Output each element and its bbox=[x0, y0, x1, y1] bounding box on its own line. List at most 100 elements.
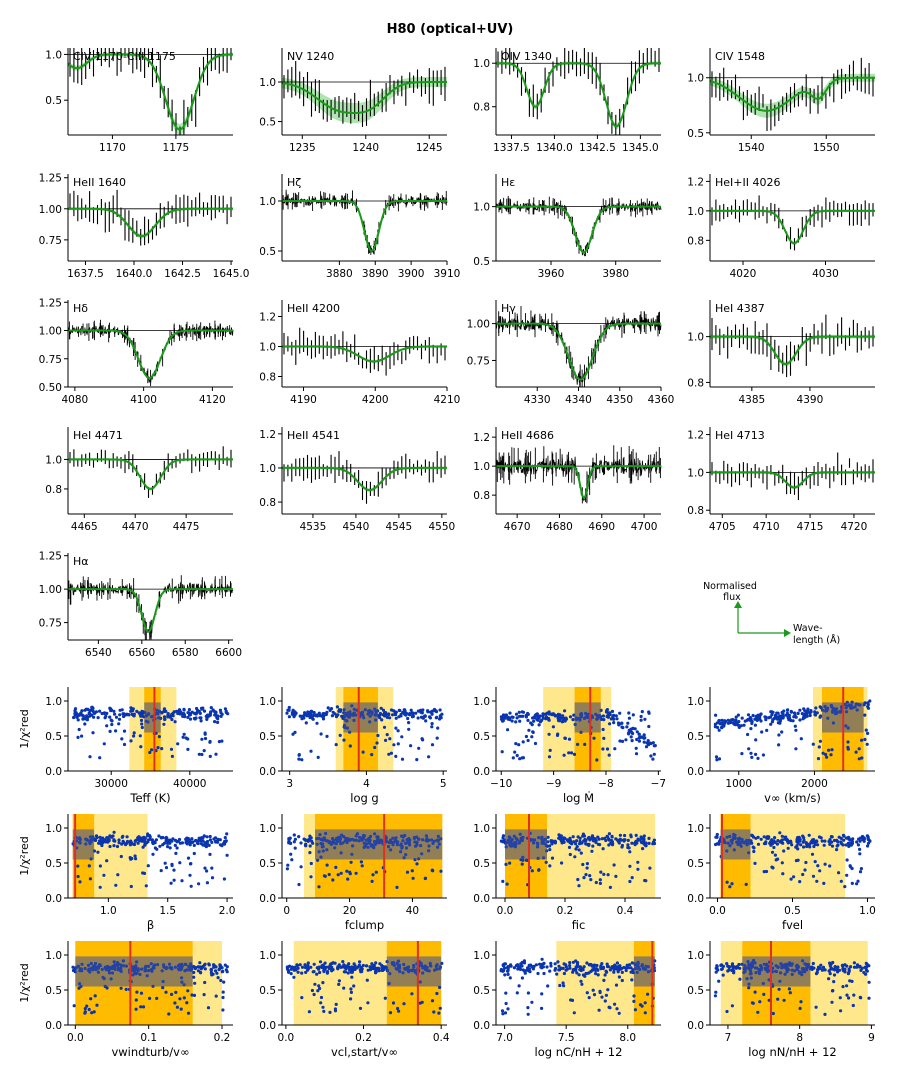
model-evaluation-point bbox=[151, 840, 155, 845]
y-tick-label: 1.25 bbox=[39, 551, 62, 563]
model-evaluation-point bbox=[808, 713, 812, 718]
model-evaluation-point bbox=[396, 729, 400, 733]
model-evaluation-point bbox=[407, 721, 411, 725]
model-evaluation-point bbox=[415, 862, 419, 866]
model-evaluation-point bbox=[214, 839, 218, 843]
model-evaluation-point bbox=[740, 752, 744, 756]
model-evaluation-point bbox=[134, 857, 138, 861]
model-evaluation-point bbox=[98, 756, 102, 760]
model-evaluation-point bbox=[148, 750, 152, 755]
model-evaluation-point bbox=[567, 737, 572, 741]
model-evaluation-point bbox=[738, 966, 742, 970]
model-evaluation-point bbox=[318, 960, 323, 964]
model-evaluation-point bbox=[107, 838, 111, 842]
model-evaluation-point bbox=[517, 743, 521, 747]
model-evaluation-point bbox=[575, 971, 579, 975]
parameter-axis-label: fclump bbox=[345, 918, 384, 932]
model-evaluation-point bbox=[716, 725, 720, 730]
model-evaluation-point bbox=[579, 967, 583, 972]
model-evaluation-point bbox=[187, 840, 191, 844]
model-evaluation-point bbox=[550, 856, 555, 860]
model-evaluation-point bbox=[564, 968, 568, 972]
model-evaluation-point bbox=[603, 999, 607, 1003]
model-evaluation-point bbox=[548, 848, 552, 852]
model-evaluation-point bbox=[576, 964, 580, 969]
model-line bbox=[709, 76, 875, 112]
y-tick-label: 1.0 bbox=[45, 696, 62, 708]
model-evaluation-point bbox=[714, 835, 718, 839]
model-evaluation-point bbox=[776, 839, 780, 843]
model-evaluation-point bbox=[179, 1007, 183, 1011]
model-evaluation-point bbox=[170, 839, 174, 843]
model-evaluation-point bbox=[832, 973, 837, 977]
model-evaluation-point bbox=[770, 865, 774, 869]
model-evaluation-point bbox=[753, 717, 757, 721]
model-evaluation-point bbox=[589, 962, 593, 967]
model-evaluation-point bbox=[651, 757, 655, 761]
model-evaluation-point bbox=[108, 844, 112, 849]
model-evaluation-point bbox=[720, 725, 724, 730]
model-evaluation-point bbox=[769, 843, 773, 847]
model-evaluation-point bbox=[636, 867, 640, 871]
model-evaluation-point bbox=[225, 832, 229, 836]
model-evaluation-point bbox=[737, 723, 741, 728]
model-evaluation-point bbox=[576, 742, 580, 747]
model-evaluation-point bbox=[843, 967, 847, 971]
model-evaluation-point bbox=[804, 860, 808, 865]
model-evaluation-point bbox=[619, 967, 623, 971]
model-evaluation-point bbox=[162, 709, 166, 714]
best-models-highlight bbox=[72, 829, 95, 860]
parameter-axis-label: vcl,start/v∞ bbox=[331, 1045, 398, 1059]
x-tick-label: 4020 bbox=[730, 268, 757, 280]
model-evaluation-point bbox=[845, 964, 849, 968]
model-evaluation-point bbox=[544, 860, 548, 864]
model-evaluation-point bbox=[773, 853, 778, 857]
model-evaluation-point bbox=[306, 968, 310, 972]
model-evaluation-point bbox=[80, 734, 84, 738]
model-evaluation-point bbox=[855, 965, 859, 969]
model-evaluation-point bbox=[859, 996, 863, 1000]
model-evaluation-point bbox=[364, 964, 369, 968]
model-evaluation-point bbox=[813, 710, 817, 714]
model-evaluation-point bbox=[815, 711, 819, 715]
model-evaluation-point bbox=[135, 709, 139, 714]
model-evaluation-point bbox=[306, 961, 310, 965]
x-tick-label: −10 bbox=[490, 778, 512, 790]
model-evaluation-point bbox=[83, 717, 87, 721]
model-evaluation-point bbox=[567, 845, 572, 850]
model-evaluation-point bbox=[590, 834, 595, 838]
model-evaluation-point bbox=[780, 834, 784, 838]
model-evaluation-point bbox=[635, 730, 639, 734]
model-evaluation-point bbox=[580, 982, 584, 986]
model-evaluation-point bbox=[505, 714, 509, 718]
model-evaluation-point bbox=[208, 838, 212, 842]
model-evaluation-point bbox=[178, 861, 182, 865]
model-evaluation-point bbox=[569, 751, 574, 755]
model-evaluation-point bbox=[555, 972, 559, 976]
model-evaluation-point bbox=[829, 966, 833, 970]
model-evaluation-point bbox=[508, 861, 512, 865]
model-evaluation-point bbox=[223, 707, 227, 711]
x-tick-label: 0.0 bbox=[278, 1032, 295, 1044]
model-evaluation-point bbox=[765, 835, 770, 839]
model-evaluation-point bbox=[200, 737, 204, 741]
model-evaluation-point bbox=[842, 838, 846, 842]
spectral-line-label: HeI+II 4026 bbox=[715, 176, 780, 189]
x-tick-label: 1000 bbox=[725, 778, 752, 790]
model-evaluation-point bbox=[158, 844, 162, 848]
model-line bbox=[496, 322, 661, 381]
model-evaluation-point bbox=[387, 752, 391, 756]
model-evaluation-point bbox=[595, 758, 599, 762]
model-evaluation-point bbox=[557, 715, 561, 719]
model-evaluation-point bbox=[384, 965, 388, 969]
model-evaluation-point bbox=[287, 705, 291, 710]
model-evaluation-point bbox=[285, 711, 289, 715]
model-evaluation-point bbox=[568, 836, 572, 840]
y-tick-label: 0.75 bbox=[39, 354, 62, 366]
model-evaluation-point bbox=[434, 710, 439, 714]
model-evaluation-point bbox=[171, 714, 175, 718]
model-evaluation-point bbox=[112, 709, 116, 713]
